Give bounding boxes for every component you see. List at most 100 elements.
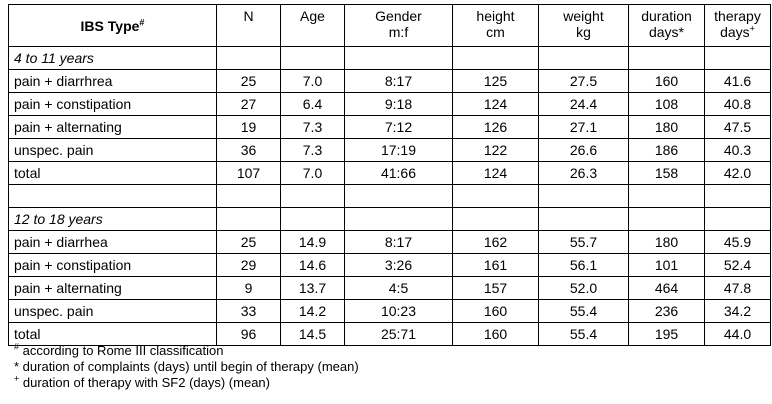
cell-ibs-type: unspec. pain xyxy=(8,299,217,323)
cell-n: 27 xyxy=(216,92,281,116)
cell-gender: 41:66 xyxy=(344,161,453,185)
cell-ibs-type: pain + alternating xyxy=(8,276,217,300)
table-row: unspec. pain 36 7.3 17:19 122 26.6 186 40.3 xyxy=(8,138,771,162)
cell-height: 160 xyxy=(452,299,539,323)
empty-cell xyxy=(452,207,539,231)
cell-n: 33 xyxy=(216,299,281,323)
cell-duration: 160 xyxy=(628,69,705,93)
empty-cell xyxy=(628,184,705,208)
cell-weight: 55.4 xyxy=(538,299,629,323)
empty-cell xyxy=(628,207,705,231)
cell-height: 160 xyxy=(452,322,539,346)
cell-weight: 55.7 xyxy=(538,230,629,254)
cell-age: 7.3 xyxy=(280,138,345,162)
cell-ibs-type: total xyxy=(8,161,217,185)
cell-ibs-type: total xyxy=(8,322,217,346)
cell-duration: 108 xyxy=(628,92,705,116)
cell-weight: 26.6 xyxy=(538,138,629,162)
empty-cell xyxy=(344,184,453,208)
cell-duration: 186 xyxy=(628,138,705,162)
empty-cell xyxy=(704,207,771,231)
cell-duration: 180 xyxy=(628,115,705,139)
cell-therapy: 40.8 xyxy=(704,92,771,116)
cell-therapy: 47.5 xyxy=(704,115,771,139)
spacer-row xyxy=(8,184,771,208)
cell-duration: 464 xyxy=(628,276,705,300)
cell-n: 25 xyxy=(216,69,281,93)
footnote-therapy: + duration of therapy with SF2 (days) (m… xyxy=(14,373,270,390)
header-gender: Gender m:f xyxy=(344,4,453,47)
cell-ibs-type: pain + constipation xyxy=(8,92,217,116)
cell-therapy: 45.9 xyxy=(704,230,771,254)
cell-gender: 17:19 xyxy=(344,138,453,162)
empty-cell xyxy=(344,46,453,70)
cell-n: 9 xyxy=(216,276,281,300)
cell-age: 7.0 xyxy=(280,161,345,185)
table-row: unspec. pain 33 14.2 10:23 160 55.4 236 34.2 xyxy=(8,299,771,323)
empty-cell xyxy=(628,46,705,70)
cell-age: 14.6 xyxy=(280,253,345,277)
cell-therapy: 44.0 xyxy=(704,322,771,346)
cell-duration: 158 xyxy=(628,161,705,185)
empty-cell xyxy=(8,184,217,208)
cell-duration: 195 xyxy=(628,322,705,346)
cell-therapy: 41.6 xyxy=(704,69,771,93)
header-height: height cm xyxy=(452,4,539,47)
header-weight: weight kg xyxy=(538,4,629,47)
cell-height: 124 xyxy=(452,161,539,185)
cell-height: 125 xyxy=(452,69,539,93)
empty-cell xyxy=(538,184,629,208)
empty-cell xyxy=(538,207,629,231)
cell-ibs-type: pain + constipation xyxy=(8,253,217,277)
cell-gender: 3:26 xyxy=(344,253,453,277)
cell-ibs-type: pain + alternating xyxy=(8,115,217,139)
cell-therapy: 42.0 xyxy=(704,161,771,185)
empty-cell xyxy=(452,184,539,208)
footnote-duration: * duration of complaints (days) until be… xyxy=(14,359,359,374)
cell-n: 25 xyxy=(216,230,281,254)
table-row: pain + diarrhrea 25 7.0 8:17 125 27.5 160 41.6 xyxy=(8,69,771,93)
header-n: N xyxy=(216,4,281,47)
empty-cell xyxy=(280,207,345,231)
table-row: pain + diarrhea 25 14.9 8:17 162 55.7 180 45.9 xyxy=(8,230,771,254)
cell-therapy: 40.3 xyxy=(704,138,771,162)
cell-gender: 4:5 xyxy=(344,276,453,300)
section-label: 12 to 18 years xyxy=(8,207,217,231)
cell-duration: 236 xyxy=(628,299,705,323)
cell-gender: 8:17 xyxy=(344,69,453,93)
cell-weight: 27.5 xyxy=(538,69,629,93)
empty-cell xyxy=(216,207,281,231)
cell-age: 7.0 xyxy=(280,69,345,93)
table-row: pain + alternating 9 13.7 4:5 157 52.0 464 47.8 xyxy=(8,276,771,300)
empty-cell xyxy=(280,46,345,70)
cell-weight: 24.4 xyxy=(538,92,629,116)
empty-cell xyxy=(216,184,281,208)
cell-age: 6.4 xyxy=(280,92,345,116)
cell-height: 162 xyxy=(452,230,539,254)
cell-ibs-type: pain + diarrhea xyxy=(8,230,217,254)
header-therapy: therapy days+ xyxy=(704,4,771,47)
empty-cell xyxy=(344,207,453,231)
cell-age: 13.7 xyxy=(280,276,345,300)
cell-duration: 180 xyxy=(628,230,705,254)
section-header-row: 12 to 18 years xyxy=(8,207,771,231)
cell-gender: 8:17 xyxy=(344,230,453,254)
empty-cell xyxy=(704,184,771,208)
cell-height: 126 xyxy=(452,115,539,139)
table-row: pain + constipation 27 6.4 9:18 124 24.4 108 40… xyxy=(8,92,771,116)
cell-n: 19 xyxy=(216,115,281,139)
cell-height: 161 xyxy=(452,253,539,277)
cell-gender: 10:23 xyxy=(344,299,453,323)
cell-weight: 26.3 xyxy=(538,161,629,185)
cell-age: 14.2 xyxy=(280,299,345,323)
table-row: pain + constipation 29 14.6 3:26 161 56.1 101 5… xyxy=(8,253,771,277)
empty-cell xyxy=(452,46,539,70)
cell-n: 36 xyxy=(216,138,281,162)
header-row: IBS Type# N Age Gender m:f height cm weigh… xyxy=(8,4,771,47)
section-label: 4 to 11 years xyxy=(8,46,217,70)
table-row: total 107 7.0 41:66 124 26.3 158 42.0 xyxy=(8,161,771,185)
cell-weight: 27.1 xyxy=(538,115,629,139)
table-row: pain + alternating 19 7.3 7:12 126 27.1 180 47.… xyxy=(8,115,771,139)
cell-weight: 55.4 xyxy=(538,322,629,346)
cell-age: 14.9 xyxy=(280,230,345,254)
